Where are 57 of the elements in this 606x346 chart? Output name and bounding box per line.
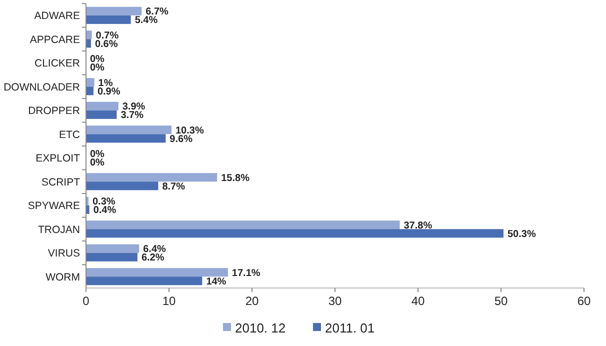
- bar: [86, 30, 92, 40]
- data-label: 0%: [90, 158, 105, 169]
- data-label: 0.4%: [93, 205, 116, 216]
- y-tick-label: VIRUS: [48, 248, 80, 260]
- data-label: 8.7%: [162, 181, 186, 192]
- data-label: 9.6%: [170, 134, 193, 145]
- y-tick-label: ADWARE: [34, 10, 80, 22]
- y-tick-label: SCRIPT: [41, 176, 81, 188]
- bar: [86, 78, 94, 87]
- y-tick-label: TROJAN: [38, 224, 80, 236]
- data-label: 37.8%: [404, 220, 432, 232]
- data-label: 17.1%: [232, 268, 260, 279]
- x-tick-label: 20: [245, 294, 259, 308]
- y-tick-label: DOWNLOADER: [4, 81, 80, 94]
- data-label: 6.2%: [141, 252, 164, 264]
- y-tick-label: CLICKER: [34, 58, 80, 70]
- bar: [86, 229, 504, 238]
- bar: [86, 244, 140, 253]
- data-label: 5.4%: [134, 15, 158, 26]
- data-label: 10.3%: [175, 125, 204, 136]
- y-tick-label: ETC: [59, 128, 80, 141]
- data-label: 14%: [206, 276, 226, 288]
- bar: [86, 252, 138, 262]
- bar: [86, 173, 218, 182]
- x-tick-label: 30: [328, 294, 342, 308]
- bar: [86, 126, 172, 134]
- bar: [86, 39, 91, 48]
- legend-label: 2010. 12: [235, 320, 286, 336]
- bar: [86, 182, 158, 190]
- bar: [86, 220, 400, 230]
- y-tick-label: EXPLOIT: [36, 152, 81, 165]
- y-tick-label: DROPPER: [28, 105, 80, 118]
- x-tick-label: 40: [411, 294, 425, 308]
- y-tick-label: APPCARE: [30, 34, 80, 46]
- data-label: 0.9%: [97, 86, 120, 98]
- data-label: 0%: [90, 62, 105, 74]
- data-label: 3.7%: [120, 110, 144, 122]
- data-label: 50.3%: [507, 228, 536, 240]
- x-tick-label: 50: [494, 294, 508, 308]
- y-tick-label: WORM: [46, 271, 80, 284]
- bar: [86, 86, 94, 96]
- bar: [86, 134, 166, 143]
- bar: [86, 110, 117, 119]
- bar: [86, 276, 202, 286]
- bar: [86, 15, 131, 24]
- x-tick-label: 10: [162, 294, 176, 308]
- data-label: 15.8%: [221, 172, 250, 184]
- data-label: 0.6%: [94, 38, 118, 50]
- data-label: 1%: [98, 78, 113, 89]
- legend-label: 2011. 01: [325, 320, 375, 336]
- data-label: 0.7%: [96, 30, 119, 42]
- y-tick-label: SPYWARE: [28, 200, 80, 212]
- bar: [86, 268, 228, 277]
- x-tick-label: 0: [82, 294, 90, 308]
- bar: [86, 102, 118, 110]
- x-tick-label: 60: [577, 294, 591, 308]
- bar: [86, 6, 142, 16]
